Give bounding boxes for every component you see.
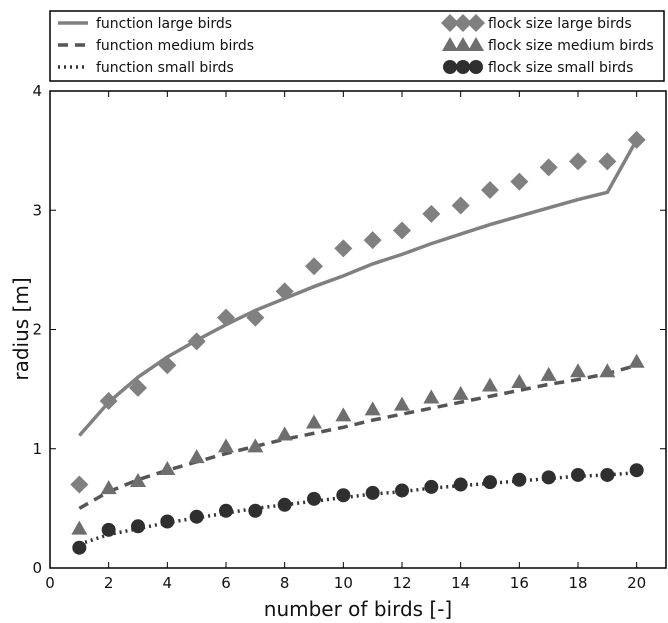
series-line-1 xyxy=(78,363,638,510)
data-point-circle xyxy=(571,467,585,482)
data-point-circle xyxy=(395,483,409,498)
data-point-circle xyxy=(512,472,527,487)
data-point-diamond xyxy=(510,172,529,191)
series-line-0 xyxy=(78,139,639,437)
data-point-triangle xyxy=(247,438,264,453)
legend-label: flock size small birds xyxy=(488,60,633,76)
x-tick-label: 4 xyxy=(163,574,173,592)
x-tick-label: 8 xyxy=(280,574,290,592)
x-tick-label: 2 xyxy=(104,574,114,592)
x-tick-label: 10 xyxy=(334,574,353,592)
data-point-diamond xyxy=(598,152,617,171)
legend-label: flock size medium birds xyxy=(488,38,654,54)
legend-marker-swatch xyxy=(467,14,485,32)
data-point-diamond xyxy=(187,332,206,351)
legend-marker-swatch xyxy=(456,60,470,74)
x-tick-label: 6 xyxy=(221,574,231,592)
data-point-diamond xyxy=(99,392,118,411)
y-tick-label: 3 xyxy=(32,201,42,219)
data-point-circle xyxy=(541,470,556,485)
data-point-diamond xyxy=(481,180,499,199)
data-point-diamond xyxy=(275,282,294,301)
data-point-diamond xyxy=(129,378,147,397)
x-tick-label: 12 xyxy=(392,574,411,592)
x-tick-label: 16 xyxy=(510,574,529,592)
data-point-triangle xyxy=(364,401,381,416)
x-axis-label: number of birds [-] xyxy=(264,597,452,621)
legend: function large birds function medium bird… xyxy=(49,10,665,82)
data-point-diamond xyxy=(422,204,441,223)
legend-label: flock size large birds xyxy=(488,16,632,32)
y-tick-label: 2 xyxy=(32,321,42,339)
data-point-triangle xyxy=(394,396,410,411)
y-tick-label: 4 xyxy=(32,82,42,100)
legend-marker-swatch xyxy=(442,37,458,51)
data-point-diamond xyxy=(246,308,265,327)
data-point-triangle xyxy=(511,373,528,388)
data-point-diamond xyxy=(334,239,353,258)
legend-marker-swatch xyxy=(454,14,472,32)
data-point-triangle xyxy=(540,366,557,381)
data-point-diamond xyxy=(217,308,235,327)
data-point-circle xyxy=(600,467,615,482)
legend-marker-swatch xyxy=(469,60,483,74)
legend-label: function large birds xyxy=(96,16,232,32)
data-point-circle xyxy=(424,479,439,494)
data-point-circle xyxy=(101,522,116,537)
data-point-triangle xyxy=(188,449,205,464)
data-point-triangle xyxy=(599,363,616,378)
y-tick-label: 1 xyxy=(32,440,42,458)
data-point-circle xyxy=(365,485,380,500)
data-point-diamond xyxy=(305,257,323,276)
data-point-triangle xyxy=(100,480,117,495)
data-point-triangle xyxy=(306,414,322,429)
data-point-circle xyxy=(277,497,292,512)
data-point-diamond xyxy=(393,221,411,240)
data-point-triangle xyxy=(570,363,586,378)
legend-label: function medium birds xyxy=(96,38,254,54)
data-point-diamond xyxy=(627,130,646,149)
data-point-diamond xyxy=(569,152,587,171)
data-point-circle xyxy=(483,475,497,490)
data-point-diamond xyxy=(539,158,558,177)
data-point-triangle xyxy=(159,461,176,476)
legend-marker-swatch xyxy=(455,37,471,51)
plot-frame xyxy=(49,90,667,569)
data-point-triangle xyxy=(628,353,645,368)
y-tick-label: 0 xyxy=(32,559,42,577)
legend-marker-swatch xyxy=(441,14,459,32)
x-tick-label: 0 xyxy=(45,574,55,592)
data-point-circle xyxy=(629,463,644,478)
data-point-triangle xyxy=(482,377,498,392)
data-point-circle xyxy=(72,540,87,555)
data-point-diamond xyxy=(70,475,89,494)
data-point-triangle xyxy=(130,472,146,487)
data-point-circle xyxy=(336,488,351,503)
data-point-circle xyxy=(248,503,263,518)
data-point-triangle xyxy=(71,520,88,535)
data-point-diamond xyxy=(363,231,382,250)
data-point-triangle xyxy=(335,407,352,422)
data-point-triangle xyxy=(452,385,469,400)
data-point-circle xyxy=(160,514,175,529)
data-point-triangle xyxy=(423,389,440,404)
data-point-diamond xyxy=(451,196,470,215)
legend-marker-swatch xyxy=(468,37,484,51)
data-point-triangle xyxy=(218,438,234,453)
x-tick-label: 14 xyxy=(451,574,470,592)
data-point-triangle xyxy=(276,426,293,441)
y-axis-label: radius [m] xyxy=(9,277,33,380)
legend-label: function small birds xyxy=(96,60,234,76)
data-point-circle xyxy=(131,519,145,534)
data-point-circle xyxy=(189,509,204,524)
data-point-circle xyxy=(453,477,468,492)
data-point-circle xyxy=(307,491,321,506)
data-point-diamond xyxy=(158,356,177,375)
data-point-circle xyxy=(219,503,233,518)
legend-marker-swatch xyxy=(443,60,457,74)
legend-frame xyxy=(49,10,665,82)
x-tick-label: 18 xyxy=(568,574,587,592)
x-tick-label: 20 xyxy=(627,574,646,592)
